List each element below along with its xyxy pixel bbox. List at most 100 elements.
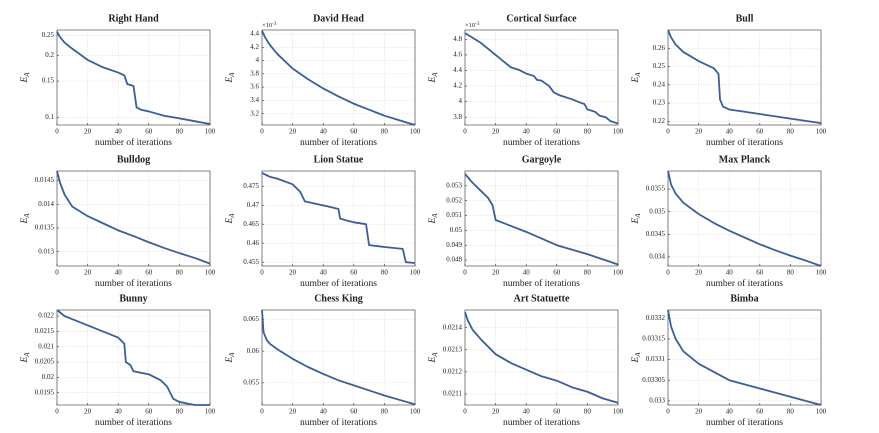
y-axis-label: EA — [225, 352, 235, 364]
data-line — [464, 311, 619, 404]
plot-area — [465, 30, 618, 125]
x-tick-label: 20 — [84, 269, 92, 277]
y-tick-label: 4.8 — [453, 35, 462, 43]
y-tick-label: 0.455 — [243, 258, 259, 266]
x-tick-label: 0 — [260, 269, 264, 277]
x-tick-label: 60 — [756, 269, 764, 277]
plot-area — [262, 30, 415, 125]
y-tick-label: 0.15 — [42, 77, 55, 85]
data-line — [667, 29, 822, 125]
chart-title: Art Statuette — [514, 293, 570, 304]
y-tick-label: 0.051 — [446, 211, 462, 219]
x-tick-label: 0 — [463, 408, 467, 416]
x-tick-label: 40 — [726, 128, 734, 136]
y-axis-label: EA — [428, 352, 438, 364]
x-tick-label: 80 — [176, 128, 184, 136]
data-line — [56, 170, 211, 265]
y-tick-label: 0.2 — [45, 51, 54, 59]
y-axis-label: EA — [225, 72, 235, 84]
x-tick-label: 20 — [84, 128, 92, 136]
y-tick-label: 0.0345 — [646, 230, 666, 238]
data-line — [56, 31, 211, 125]
y-tick-label: 0.0145 — [35, 176, 55, 184]
y-tick-label: 0.05 — [450, 226, 463, 234]
x-tick-label: 80 — [787, 408, 795, 416]
y-tick-label: 0.065 — [243, 315, 259, 323]
y-tick-label: 0.0205 — [35, 358, 55, 366]
y-axis-label: EA — [631, 213, 641, 225]
chart-title: Bunny — [119, 293, 147, 304]
x-axis-label: number of iterations — [300, 137, 377, 148]
axes-frame — [261, 309, 416, 406]
x-tick-label: 20 — [289, 269, 297, 277]
y-tick-label: 3.8 — [250, 69, 259, 77]
x-tick-label: 0 — [463, 128, 467, 136]
plot-area — [57, 310, 210, 405]
x-axis-label: number of iterations — [503, 137, 580, 148]
chart-title: Bulldog — [117, 154, 150, 165]
y-tick-label: 0.0215 — [35, 327, 55, 335]
data-line — [261, 172, 416, 264]
data-line — [56, 309, 210, 406]
data-line — [261, 30, 416, 126]
y-tick-label: 0.25 — [653, 62, 666, 70]
axes-frame — [56, 170, 211, 267]
x-tick-label: 80 — [176, 269, 184, 277]
y-axis-label: EA — [20, 352, 30, 364]
y-tick-label: 0.465 — [243, 220, 259, 228]
chart-title: Chess King — [314, 293, 363, 304]
plot-area — [668, 30, 821, 125]
x-tick-label: 20 — [492, 269, 500, 277]
x-tick-label: 60 — [756, 128, 764, 136]
x-tick-label: 0 — [260, 128, 264, 136]
y-tick-label: 0.033 — [649, 396, 665, 404]
y-tick-label: 0.02 — [42, 373, 55, 381]
y-tick-label: 0.475 — [243, 182, 259, 190]
data-line — [464, 173, 619, 266]
x-tick-label: 100 — [816, 408, 827, 416]
y-tick-label: 0.048 — [446, 256, 462, 264]
x-tick-label: 0 — [666, 128, 670, 136]
x-tick-label: 80 — [584, 269, 592, 277]
chart-title: Bimba — [730, 293, 758, 304]
x-tick-label: 40 — [320, 408, 328, 416]
x-tick-label: 80 — [176, 408, 184, 416]
x-tick-label: 100 — [816, 128, 827, 136]
axes-frame — [667, 29, 822, 126]
x-tick-label: 40 — [523, 128, 531, 136]
x-tick-label: 40 — [320, 269, 328, 277]
y-tick-label: 0.06 — [247, 347, 260, 355]
chart-title: Lion Statue — [314, 154, 364, 165]
x-tick-label: 80 — [584, 408, 592, 416]
axes-frame — [56, 29, 211, 126]
x-tick-label: 100 — [410, 128, 421, 136]
y-tick-label: 0.0135 — [35, 224, 55, 232]
x-tick-label: 20 — [492, 408, 500, 416]
y-tick-label: 0.03305 — [642, 376, 665, 384]
x-tick-label: 60 — [553, 408, 561, 416]
x-tick-label: 100 — [410, 269, 421, 277]
chart-title: Max Planck — [719, 154, 771, 165]
y-axis-label: EA — [20, 72, 30, 84]
x-tick-label: 40 — [726, 408, 734, 416]
x-tick-label: 60 — [350, 408, 358, 416]
y-axis-label: EA — [631, 72, 641, 84]
x-tick-label: 100 — [205, 128, 216, 136]
y-tick-label: 0.22 — [653, 117, 666, 125]
x-tick-label: 80 — [381, 128, 389, 136]
y-tick-label: 0.23 — [653, 99, 666, 107]
x-tick-label: 60 — [145, 128, 153, 136]
x-tick-label: 60 — [756, 408, 764, 416]
x-tick-label: 100 — [613, 269, 624, 277]
y-multiplier: ×10-3 — [262, 22, 277, 29]
y-tick-label: 0.049 — [446, 241, 462, 249]
y-tick-label: 0.035 — [649, 207, 665, 215]
y-tick-label: 4 — [256, 56, 260, 64]
x-tick-label: 20 — [289, 408, 297, 416]
chart-title: Right Hand — [108, 13, 159, 24]
plot-area — [57, 30, 210, 125]
axes-frame — [464, 29, 619, 126]
y-tick-label: 0.0214 — [443, 323, 463, 331]
y-tick-label: 0.24 — [653, 80, 666, 88]
y-tick-label: 0.0331 — [646, 355, 666, 363]
